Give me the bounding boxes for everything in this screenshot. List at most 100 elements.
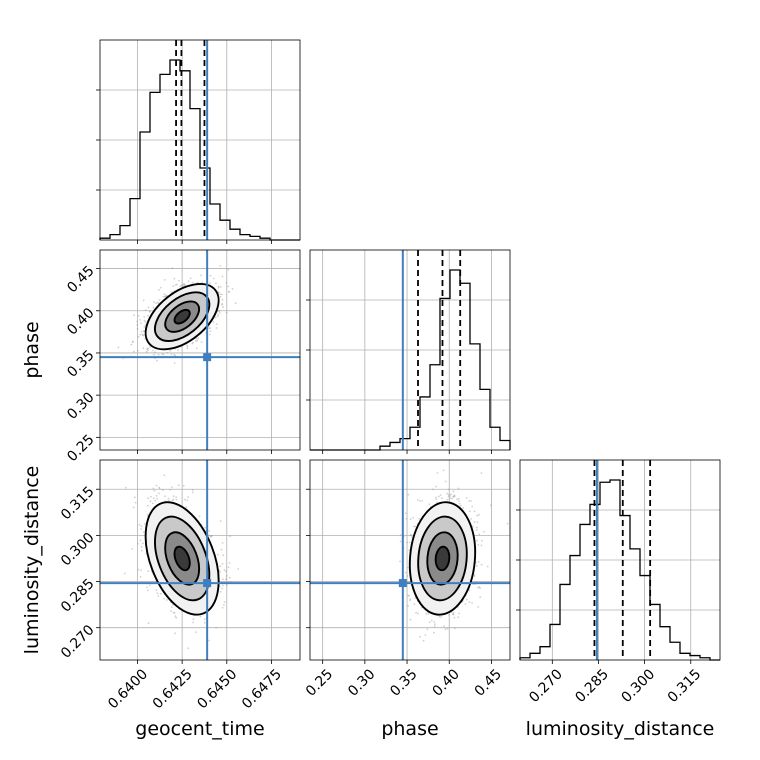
sample-point — [459, 504, 462, 507]
sample-point — [444, 628, 447, 631]
sample-point — [407, 605, 409, 607]
sample-point — [163, 279, 166, 281]
sample-point — [181, 284, 183, 287]
sample-point — [506, 522, 509, 525]
sample-point — [155, 484, 158, 487]
sample-point — [464, 603, 467, 605]
sample-point — [468, 601, 471, 603]
histogram-phase — [310, 269, 511, 451]
sample-point — [170, 486, 173, 489]
sample-point — [221, 542, 224, 544]
sample-point — [413, 603, 416, 606]
sample-point — [453, 495, 456, 498]
sample-point — [470, 518, 472, 520]
sample-point — [162, 353, 165, 356]
sample-point — [473, 575, 476, 578]
sample-point — [219, 565, 222, 568]
sample-point — [147, 589, 149, 592]
sample-point — [452, 613, 455, 616]
sample-point — [222, 554, 225, 557]
sample-point — [212, 320, 215, 323]
sample-point — [143, 330, 146, 332]
sample-point — [163, 293, 166, 296]
sample-point — [413, 525, 415, 528]
sample-point — [451, 497, 453, 500]
sample-point — [131, 548, 134, 550]
sample-point — [470, 500, 472, 502]
sample-point — [217, 286, 220, 289]
sample-point — [158, 492, 160, 495]
hist-luminosity-distance-panel — [516, 459, 721, 664]
sample-point — [161, 353, 164, 356]
histogram-luminosity_distance — [519, 479, 720, 661]
sample-point — [142, 299, 145, 302]
sample-point — [209, 274, 212, 277]
sample-point — [144, 321, 147, 323]
sample-point — [156, 301, 159, 304]
sample-point — [117, 346, 120, 349]
sample-point — [447, 488, 450, 491]
sample-point — [446, 627, 449, 630]
xlabel-luminosity-distance: luminosity_distance — [526, 718, 715, 740]
sample-point — [440, 616, 443, 618]
contour-line — [426, 531, 459, 586]
sample-point — [399, 540, 402, 543]
sample-point — [428, 503, 431, 506]
sample-point — [176, 283, 178, 286]
sample-point — [456, 498, 458, 501]
sample-point — [140, 569, 142, 571]
joint-phase-luminosity-distance-panel — [306, 459, 511, 664]
sample-point — [136, 320, 139, 323]
sample-point — [152, 349, 154, 352]
sample-point — [162, 489, 164, 491]
sample-point — [152, 306, 155, 309]
sample-point — [209, 282, 211, 284]
sample-point — [146, 347, 149, 350]
sample-point — [147, 314, 150, 317]
x-tick-label: 0.30 — [345, 666, 378, 699]
sample-point — [208, 530, 211, 532]
sample-point — [436, 472, 439, 474]
sample-point — [417, 498, 419, 501]
y-tick-label: 0.35 — [64, 347, 97, 380]
sample-point — [185, 506, 188, 509]
truth-marker — [203, 353, 212, 362]
sample-point — [476, 521, 479, 524]
sample-point — [442, 469, 445, 472]
x-tick-label: 0.285 — [572, 666, 612, 706]
sample-point — [465, 598, 468, 601]
sample-point — [195, 347, 198, 350]
sample-point — [229, 535, 232, 538]
sample-point — [476, 514, 479, 517]
sample-point — [462, 506, 465, 509]
sample-point — [221, 303, 223, 306]
contour-line — [434, 545, 451, 572]
sample-point — [468, 500, 470, 502]
sample-point — [433, 631, 435, 634]
sample-point — [435, 498, 438, 501]
sample-point — [425, 613, 428, 615]
sample-point — [185, 344, 188, 347]
sample-point — [123, 572, 126, 575]
sample-point — [178, 279, 180, 282]
panel-frame — [99, 249, 301, 451]
truth-marker — [203, 579, 212, 588]
sample-point — [457, 497, 460, 500]
sample-point — [140, 528, 143, 530]
sample-point — [227, 566, 230, 569]
sample-point — [221, 298, 224, 301]
sample-point — [446, 492, 448, 495]
sample-point — [173, 362, 176, 364]
sample-point — [171, 606, 173, 608]
sample-point — [444, 480, 447, 483]
sample-point — [435, 485, 438, 488]
sample-point — [448, 493, 450, 496]
sample-point — [209, 535, 212, 538]
sample-point — [131, 340, 134, 343]
sample-point — [219, 265, 222, 267]
sample-point — [490, 504, 492, 507]
sample-point — [219, 570, 222, 573]
sample-point — [175, 496, 178, 498]
sample-point — [144, 523, 146, 525]
